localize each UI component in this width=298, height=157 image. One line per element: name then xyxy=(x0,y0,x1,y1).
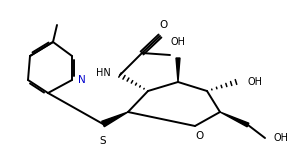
Polygon shape xyxy=(176,58,180,82)
Text: N: N xyxy=(78,75,86,85)
Text: OH: OH xyxy=(247,77,262,87)
Text: O: O xyxy=(196,131,204,141)
Text: O: O xyxy=(159,20,167,30)
Text: OH: OH xyxy=(274,133,289,143)
Text: S: S xyxy=(100,136,106,146)
Polygon shape xyxy=(220,112,249,127)
Text: HN: HN xyxy=(96,68,111,78)
Text: OH: OH xyxy=(170,37,185,47)
Polygon shape xyxy=(102,112,128,127)
